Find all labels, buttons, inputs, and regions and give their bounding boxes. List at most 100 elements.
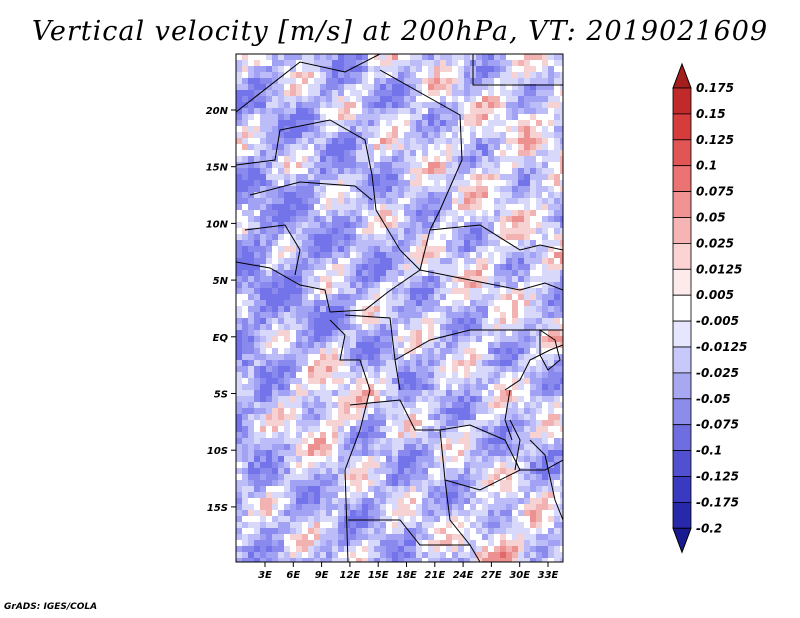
field-cell	[554, 276, 560, 282]
field-cell	[314, 276, 320, 282]
field-cell	[476, 366, 482, 372]
field-cell	[422, 522, 428, 528]
field-cell	[452, 276, 458, 282]
field-cell	[494, 534, 500, 540]
field-cell	[398, 408, 404, 414]
field-cell	[332, 228, 338, 234]
field-cell	[272, 198, 278, 204]
field-cell	[554, 348, 560, 354]
field-cell	[542, 528, 548, 534]
field-cell	[530, 462, 536, 468]
field-cell	[356, 372, 362, 378]
field-cell	[434, 396, 440, 402]
field-cell	[314, 72, 320, 78]
field-cell	[512, 366, 518, 372]
field-cell	[542, 342, 548, 348]
field-cell	[506, 306, 512, 312]
field-cell	[236, 528, 242, 534]
field-cell	[278, 96, 284, 102]
field-cell	[392, 96, 398, 102]
field-cell	[548, 138, 554, 144]
field-cell	[548, 174, 554, 180]
field-cell	[260, 438, 266, 444]
field-cell	[386, 114, 392, 120]
field-cell	[266, 252, 272, 258]
field-cell	[290, 138, 296, 144]
field-cell	[290, 150, 296, 156]
field-cell	[506, 180, 512, 186]
field-cell	[488, 474, 494, 480]
field-cell	[338, 534, 344, 540]
field-cell	[290, 294, 296, 300]
field-cell	[242, 342, 248, 348]
field-cell	[560, 480, 563, 486]
field-cell	[308, 186, 314, 192]
field-cell	[482, 426, 488, 432]
field-cell	[272, 504, 278, 510]
field-cell	[290, 192, 296, 198]
field-cell	[278, 258, 284, 264]
field-cell	[272, 510, 278, 516]
field-cell	[398, 288, 404, 294]
field-cell	[542, 222, 548, 228]
field-cell	[560, 276, 563, 282]
field-cell	[344, 504, 350, 510]
field-cell	[434, 528, 440, 534]
field-cell	[314, 90, 320, 96]
field-cell	[290, 528, 296, 534]
field-cell	[374, 252, 380, 258]
field-cell	[278, 204, 284, 210]
field-cell	[302, 444, 308, 450]
field-cell	[542, 168, 548, 174]
field-cell	[458, 228, 464, 234]
field-cell	[284, 258, 290, 264]
field-cell	[518, 462, 524, 468]
field-cell	[470, 324, 476, 330]
field-cell	[278, 552, 284, 558]
field-cell	[326, 84, 332, 90]
field-cell	[326, 396, 332, 402]
field-cell	[440, 516, 446, 522]
field-cell	[314, 546, 320, 552]
field-cell	[302, 150, 308, 156]
field-cell	[554, 102, 560, 108]
field-cell	[458, 558, 464, 562]
field-cell	[320, 378, 326, 384]
field-cell	[320, 312, 326, 318]
field-cell	[248, 522, 254, 528]
field-cell	[512, 516, 518, 522]
field-cell	[500, 54, 506, 60]
field-cell	[416, 210, 422, 216]
field-cell	[410, 468, 416, 474]
field-cell	[536, 210, 542, 216]
field-cell	[260, 534, 266, 540]
field-cell	[242, 486, 248, 492]
field-cell	[524, 192, 530, 198]
field-cell	[242, 168, 248, 174]
field-cell	[314, 402, 320, 408]
field-cell	[482, 246, 488, 252]
field-cell	[254, 474, 260, 480]
field-cell	[530, 432, 536, 438]
field-cell	[560, 312, 563, 318]
field-cell	[434, 444, 440, 450]
field-cell	[266, 468, 272, 474]
field-cell	[524, 348, 530, 354]
field-cell	[344, 96, 350, 102]
field-cell	[296, 360, 302, 366]
field-cell	[356, 492, 362, 498]
field-cell	[356, 384, 362, 390]
field-cell	[530, 192, 536, 198]
field-cell	[404, 210, 410, 216]
field-cell	[416, 372, 422, 378]
field-cell	[428, 192, 434, 198]
field-cell	[362, 114, 368, 120]
field-cell	[392, 408, 398, 414]
field-cell	[446, 312, 452, 318]
field-cell	[548, 378, 554, 384]
field-cell	[410, 402, 416, 408]
field-cell	[266, 438, 272, 444]
field-cell	[404, 204, 410, 210]
field-cell	[512, 558, 518, 562]
field-cell	[440, 174, 446, 180]
